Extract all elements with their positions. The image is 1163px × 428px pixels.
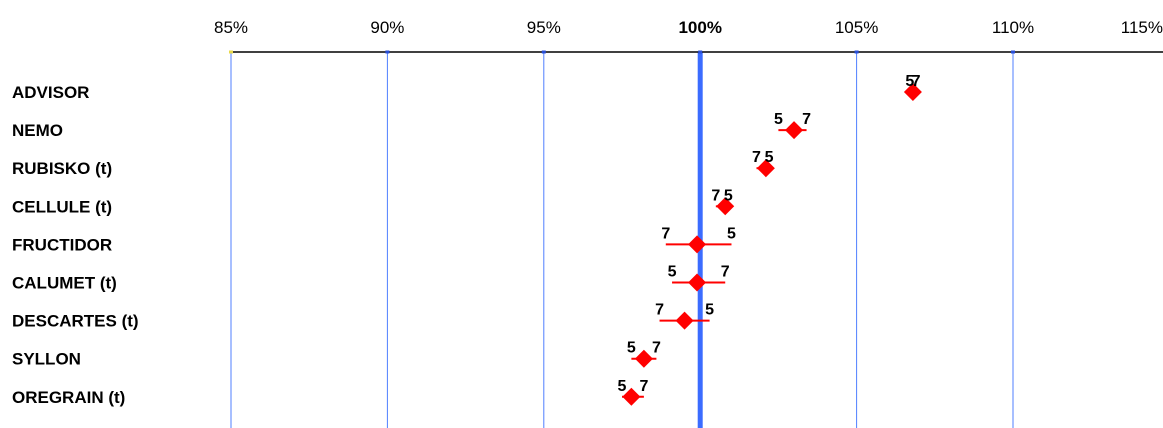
x-tick-label: 90% <box>370 18 404 37</box>
point-label: 5 <box>627 340 636 357</box>
data-point-marker <box>903 83 922 101</box>
x-tick-mark <box>229 50 233 54</box>
point-label: 5 <box>727 225 736 242</box>
point-label: 7 <box>912 73 921 90</box>
data-point-marker <box>756 159 775 178</box>
data-point-marker <box>688 235 707 254</box>
x-tick-label: 115% <box>1121 18 1163 37</box>
point-label: 7 <box>652 340 661 357</box>
point-label: 5 <box>765 149 774 166</box>
x-tick-label: 105% <box>835 18 878 37</box>
x-tick-label: 95% <box>527 18 561 37</box>
row-label: CELLULE (t) <box>12 197 112 216</box>
point-label: 5 <box>705 302 714 319</box>
point-label: 5 <box>774 111 783 128</box>
x-tick-label: 100% <box>678 18 721 37</box>
data-point-marker <box>622 387 641 406</box>
row-label: FRUCTIDOR <box>12 235 112 254</box>
x-tick-label: 110% <box>992 18 1034 37</box>
point-label: 7 <box>802 111 811 128</box>
x-tick-label: 85% <box>214 18 248 37</box>
point-label: 5 <box>724 187 733 204</box>
point-label: 7 <box>661 225 670 242</box>
point-label: 5 <box>618 378 627 395</box>
x-tick-mark <box>698 50 703 54</box>
row-label: CALUMET (t) <box>12 274 117 293</box>
row-label: DESCARTES (t) <box>12 312 139 331</box>
x-tick-mark <box>854 50 859 54</box>
row-label: SYLLON <box>12 350 81 369</box>
x-tick-mark <box>1011 50 1015 54</box>
x-tick-mark <box>541 50 546 54</box>
x-tick-mark <box>385 50 390 54</box>
row-label: ADVISOR <box>12 83 89 102</box>
point-label: 7 <box>655 302 664 319</box>
point-label: 5 <box>905 73 914 90</box>
data-point-marker <box>785 121 804 140</box>
point-label: 7 <box>639 378 648 395</box>
row-label: NEMO <box>12 121 63 140</box>
point-label: 7 <box>721 264 730 281</box>
data-point-marker <box>716 197 735 216</box>
row-label: RUBISKO (t) <box>12 159 112 178</box>
data-point-marker <box>675 311 694 330</box>
row-label: OREGRAIN (t) <box>12 388 125 407</box>
data-point-marker <box>634 349 653 368</box>
point-label: 7 <box>711 187 720 204</box>
point-label: 5 <box>668 264 677 281</box>
point-label: 7 <box>752 149 761 166</box>
data-point-marker <box>688 273 707 292</box>
